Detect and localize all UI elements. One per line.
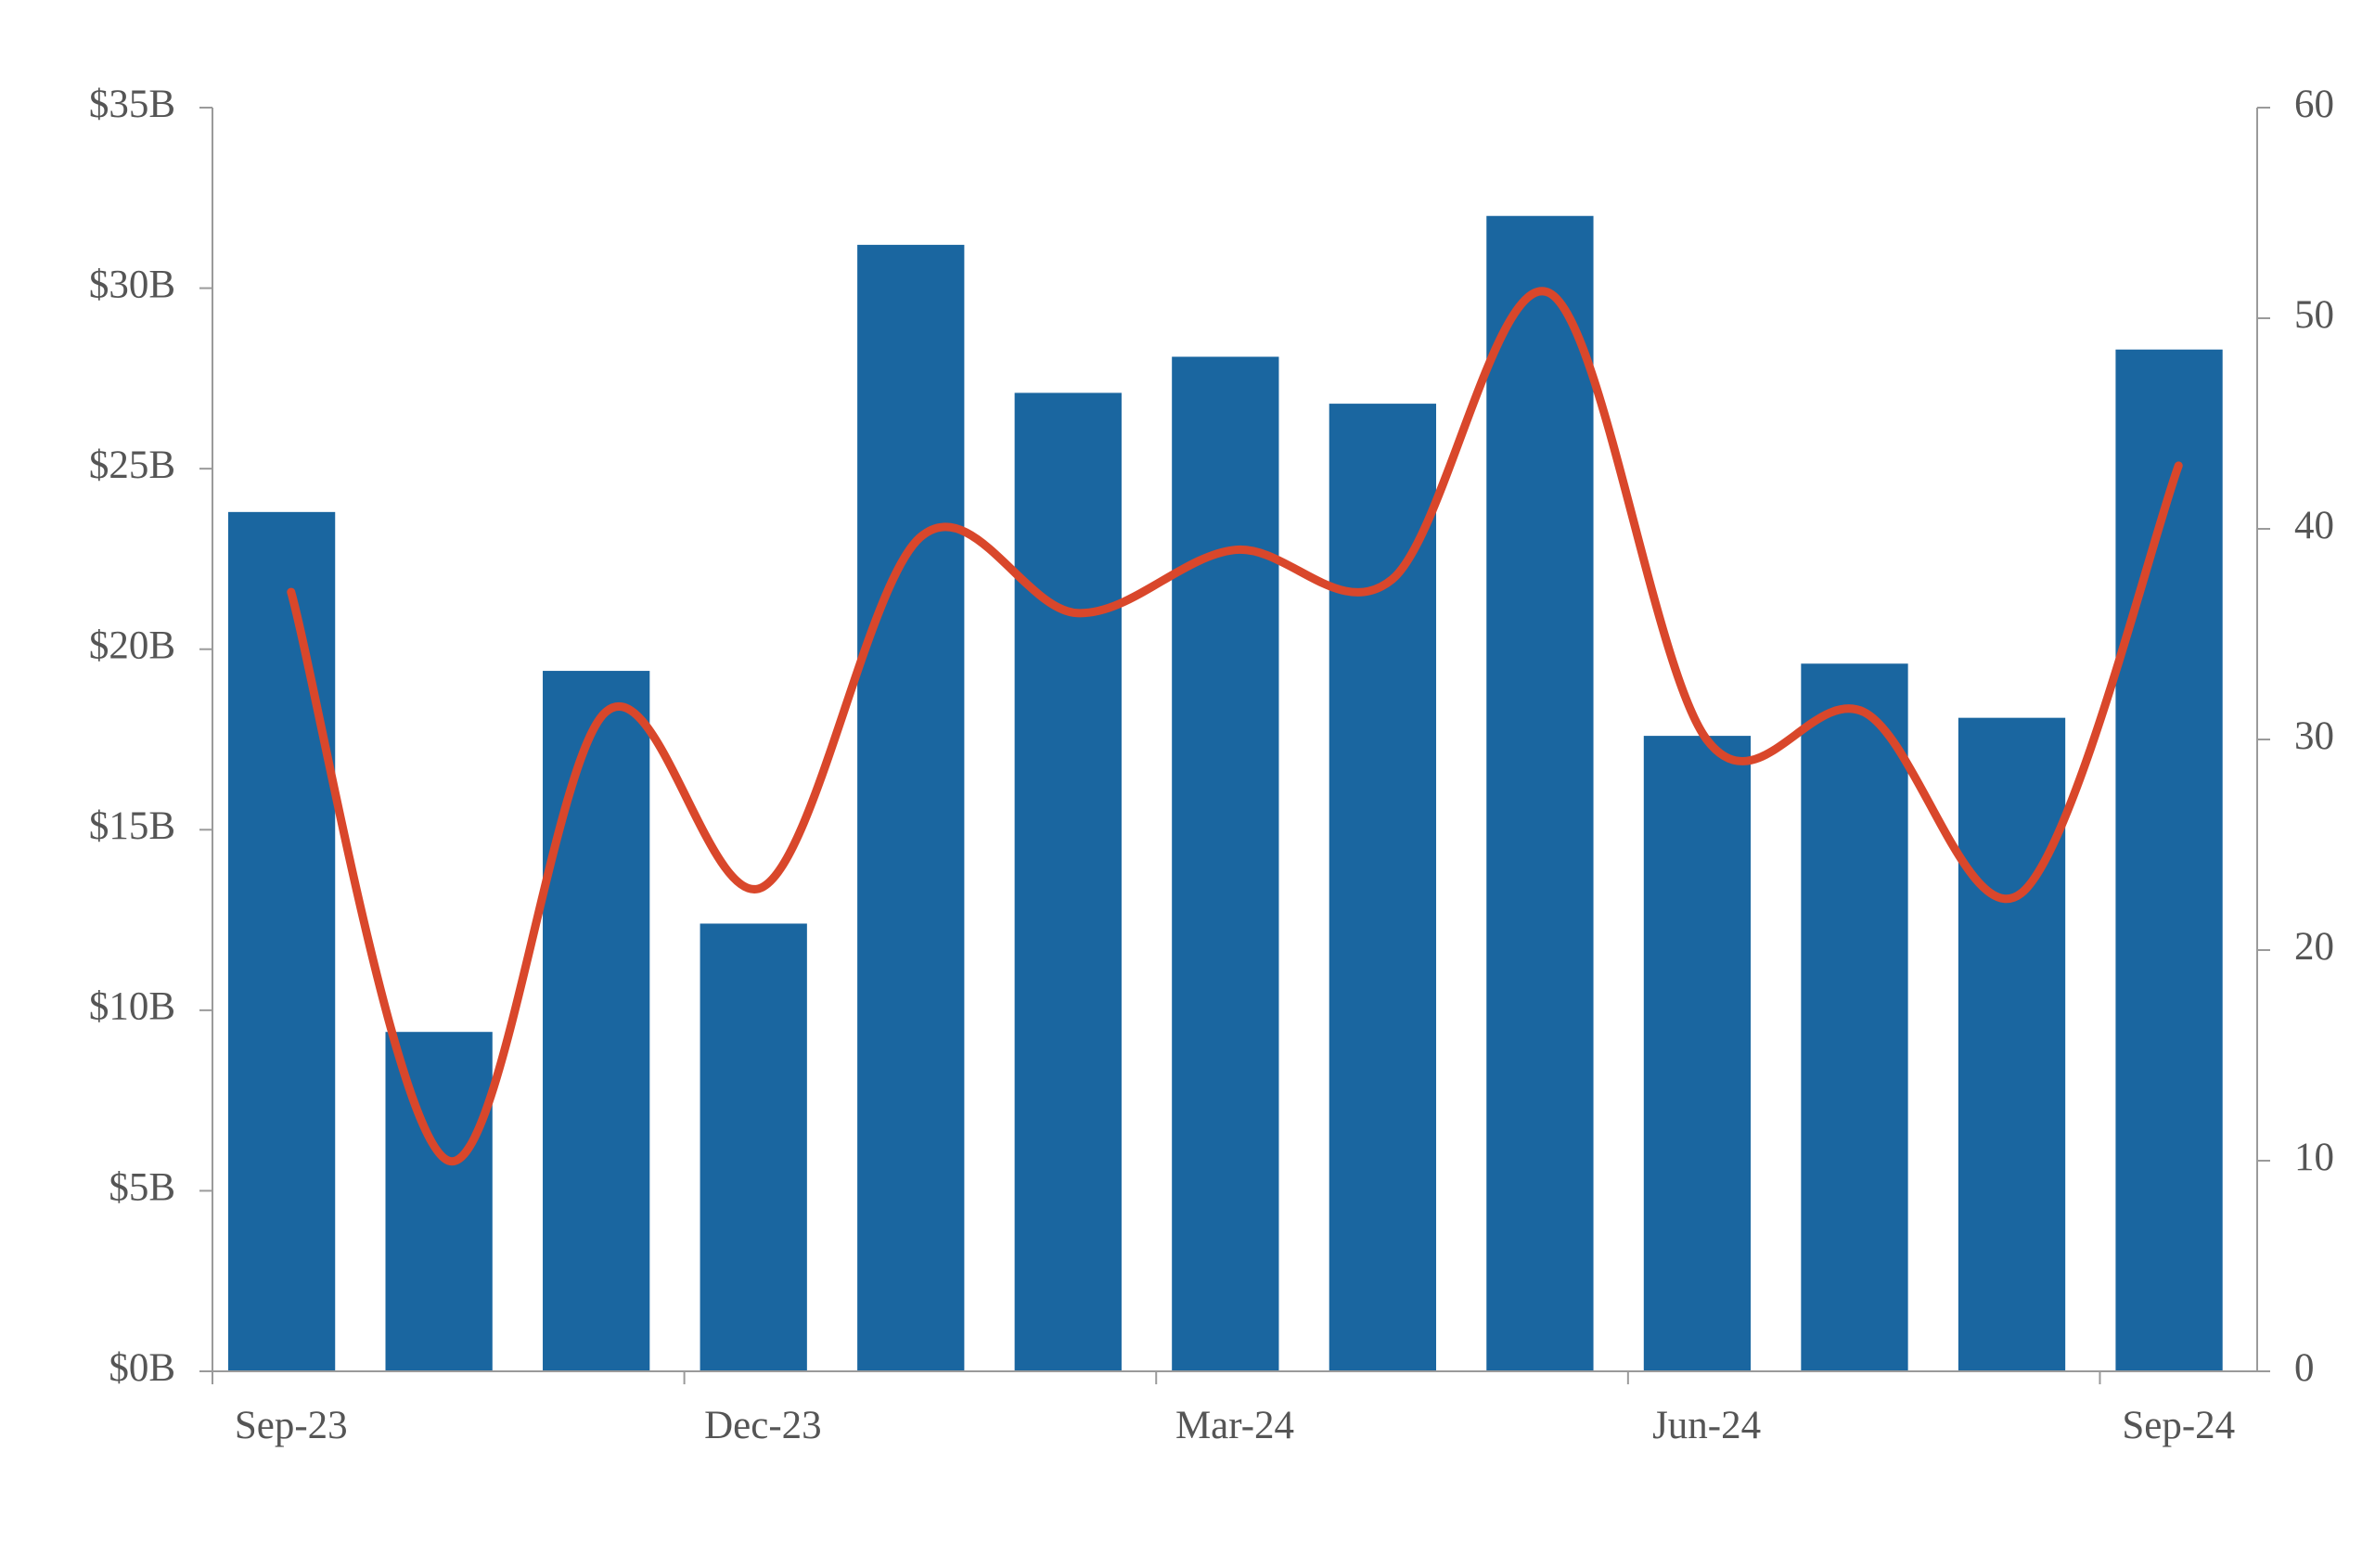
bar: [2115, 349, 2223, 1371]
bar: [1329, 404, 1437, 1371]
y-tick-label: $0B: [109, 1346, 175, 1390]
bar: [1958, 717, 2066, 1371]
y-tick-label: $30B: [89, 263, 175, 306]
y2-tick-label: 40: [2294, 504, 2334, 547]
y2-tick-label: 20: [2294, 925, 2334, 969]
x-tick-label: Dec-23: [704, 1404, 822, 1447]
bar: [385, 1032, 493, 1371]
y2-tick-label: 0: [2294, 1346, 2315, 1390]
bar: [1014, 392, 1122, 1371]
y-tick-label: $15B: [89, 804, 175, 848]
y-tick-label: $5B: [109, 1165, 175, 1209]
bar: [227, 511, 336, 1371]
y-tick-label: $20B: [89, 624, 175, 668]
y2-tick-label: 60: [2294, 83, 2334, 126]
bar: [543, 671, 650, 1371]
y2-tick-label: 10: [2294, 1136, 2334, 1179]
bar: [1801, 663, 1908, 1371]
y-tick-label: $35B: [89, 83, 175, 126]
bar: [1172, 356, 1279, 1372]
bar: [1643, 736, 1752, 1371]
bar: [700, 923, 807, 1371]
line: [287, 287, 2183, 1165]
y2-tick-label: 50: [2294, 293, 2334, 337]
x-tick-label: Sep-24: [2122, 1404, 2235, 1447]
x-tick-label: Jun-24: [1652, 1404, 1761, 1447]
y-tick-label: $25B: [89, 443, 175, 487]
x-tick-label: Sep-23: [235, 1404, 348, 1447]
y-tick-label: $10B: [89, 985, 175, 1029]
y2-tick-label: 30: [2294, 714, 2334, 758]
bar: [857, 244, 965, 1372]
x-tick-label: Mar-24: [1175, 1404, 1294, 1447]
bar: [1486, 215, 1594, 1371]
